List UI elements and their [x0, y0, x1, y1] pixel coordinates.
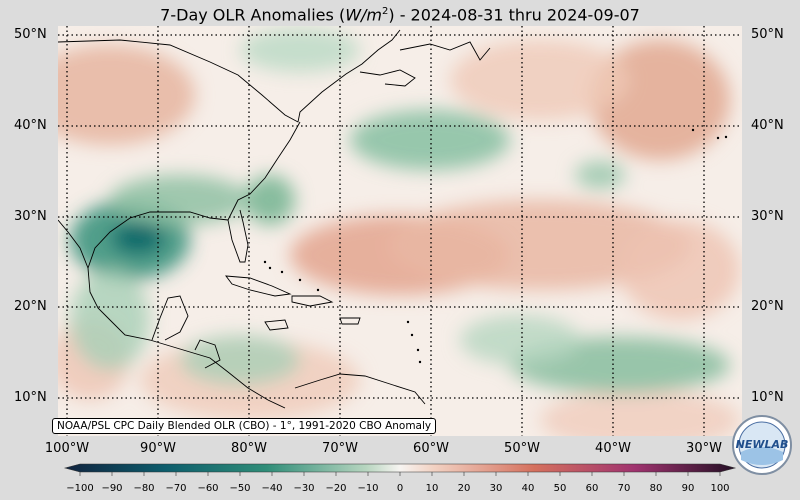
lat-label-10n-left: 10°N [14, 390, 47, 405]
lon-label-60w: 60°W [413, 441, 449, 456]
colorbar-tick: 40 [521, 483, 535, 494]
lat-label-50n-left: 50°N [14, 27, 47, 42]
colorbar-tick: 80 [649, 483, 663, 494]
lat-label-30n-left: 30°N [14, 209, 47, 224]
lon-label-80w: 80°W [231, 441, 267, 456]
colorbar-tick: 60 [585, 483, 599, 494]
lon-label-100w: 100°W [44, 441, 90, 456]
colorbar-tick: −80 [133, 483, 155, 494]
lat-label-50n-right: 50°N [751, 27, 784, 42]
colorbar-tick: 30 [489, 483, 503, 494]
colorbar-tick: −60 [197, 483, 219, 494]
lon-label-70w: 70°W [322, 441, 358, 456]
lon-label-50w: 50°W [504, 441, 540, 456]
colorbar-tick: −10 [357, 483, 379, 494]
data-source-credit: NOAA/PSL CPC Daily Blended OLR (CBO) - 1… [52, 418, 437, 434]
colorbar-tick: 10 [425, 483, 439, 494]
gridlines [58, 26, 742, 436]
colorbar-tick: −100 [66, 483, 94, 494]
colorbar-tick: 70 [617, 483, 631, 494]
lat-label-20n-right: 20°N [751, 299, 784, 314]
colorbar-tick: 100 [710, 483, 730, 494]
colorbar-tick: 50 [553, 483, 567, 494]
islands [263, 128, 728, 364]
lat-label-30n-right: 30°N [751, 209, 784, 224]
colorbar-tick: 0 [396, 483, 404, 494]
colorbar-tick: −40 [261, 483, 283, 494]
colorbar-tick: −30 [293, 483, 315, 494]
map-title: 7-Day OLR Anomalies (W/m2) - 2024-08-31 … [160, 5, 640, 25]
lat-label-40n-right: 40°N [751, 118, 784, 133]
svg-text:NEWLAB: NEWLAB [736, 438, 789, 451]
colorbar-tick: 90 [681, 483, 695, 494]
colorbar-tick: −70 [165, 483, 187, 494]
anomaly-field [58, 26, 742, 436]
lon-label-30w: 30°W [686, 441, 722, 456]
lat-label-20n-left: 20°N [14, 299, 47, 314]
colorbar-tick: 20 [457, 483, 471, 494]
colorbar-tick: −50 [229, 483, 251, 494]
coastlines [58, 29, 491, 409]
lon-label-90w: 90°W [140, 441, 176, 456]
lat-label-10n-right: 10°N [751, 390, 784, 405]
colorbar-tick: −20 [325, 483, 347, 494]
lat-label-40n-left: 40°N [14, 118, 47, 133]
colorbar-tick: −90 [101, 483, 123, 494]
lon-label-40w: 40°W [595, 441, 631, 456]
colorbar [63, 463, 737, 476]
lab-logo-icon: NEWLAB [732, 415, 792, 475]
